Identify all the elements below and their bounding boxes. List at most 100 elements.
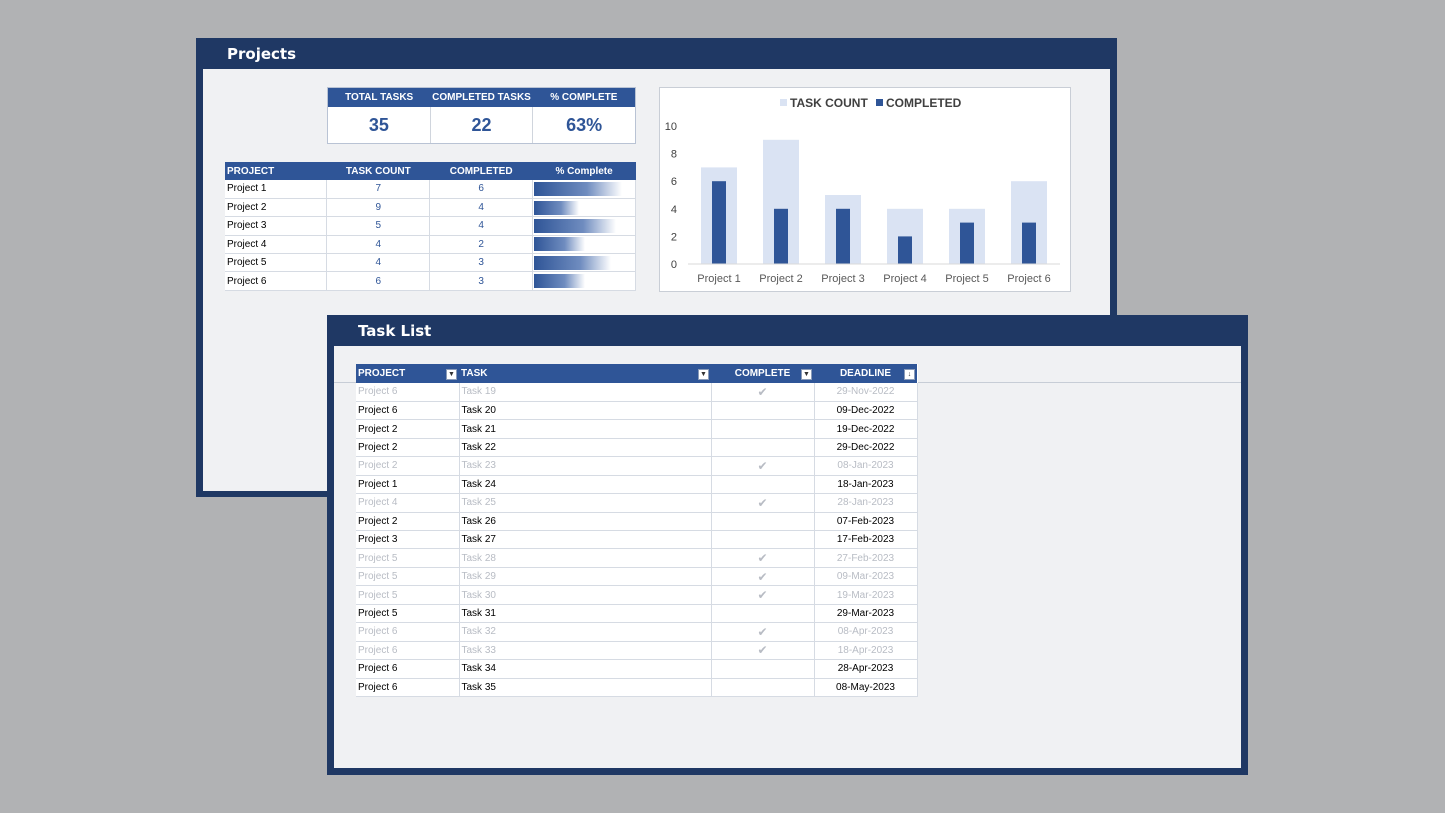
complete-cell[interactable] <box>711 512 815 532</box>
projects-chart[interactable]: TASK COUNT COMPLETED 0 2 4 6 8 10 Project 1 Proje… <box>659 87 1071 292</box>
complete-cell[interactable] <box>711 401 815 421</box>
task-row[interactable]: Project 6 Task 20 09-Dec-2022 <box>356 401 918 421</box>
deadline-cell[interactable]: 09-Dec-2022 <box>814 401 918 421</box>
deadline-cell[interactable]: 19-Mar-2023 <box>814 585 918 605</box>
complete-cell[interactable] <box>711 659 815 679</box>
task-count-cell[interactable]: 6 <box>326 271 431 291</box>
project-name-cell[interactable]: Project 6 <box>225 271 328 291</box>
col-header-project[interactable]: PROJECT <box>225 162 327 180</box>
task-name-cell[interactable]: Task 25 <box>459 493 712 513</box>
task-project-cell[interactable]: Project 3 <box>356 530 460 550</box>
deadline-cell[interactable]: 17-Feb-2023 <box>814 530 918 550</box>
complete-cell[interactable]: ✔ <box>711 548 815 568</box>
task-name-cell[interactable]: Task 22 <box>459 438 712 458</box>
task-name-cell[interactable]: Task 34 <box>459 659 712 679</box>
task-count-cell[interactable]: 5 <box>326 216 431 236</box>
summary-total-value[interactable]: 35 <box>328 107 431 143</box>
task-count-cell[interactable]: 7 <box>326 180 431 199</box>
task-project-cell[interactable]: Project 4 <box>356 493 460 513</box>
task-row[interactable]: Project 2 Task 23 ✔ 08-Jan-2023 <box>356 456 918 476</box>
task-row[interactable]: Project 6 Task 32 ✔ 08-Apr-2023 <box>356 622 918 642</box>
pct-complete-cell[interactable] <box>532 216 636 236</box>
deadline-cell[interactable]: 19-Dec-2022 <box>814 419 918 439</box>
task-row[interactable]: Project 6 Task 33 ✔ 18-Apr-2023 <box>356 641 918 661</box>
summary-pct-value[interactable]: 63% <box>566 115 603 135</box>
complete-cell[interactable] <box>711 530 815 550</box>
deadline-cell[interactable]: 28-Jan-2023 <box>814 493 918 513</box>
complete-cell[interactable]: ✔ <box>711 493 815 513</box>
task-name-cell[interactable]: Task 19 <box>459 383 712 402</box>
complete-cell[interactable]: ✔ <box>711 641 815 661</box>
task-name-cell[interactable]: Task 28 <box>459 548 712 568</box>
deadline-cell[interactable]: 29-Mar-2023 <box>814 604 918 624</box>
task-name-cell[interactable]: Task 32 <box>459 622 712 642</box>
complete-cell[interactable]: ✔ <box>711 456 815 476</box>
complete-cell[interactable]: ✔ <box>711 567 815 587</box>
task-project-cell[interactable]: Project 6 <box>356 641 460 661</box>
deadline-cell[interactable]: 08-May-2023 <box>814 678 918 697</box>
task-name-cell[interactable]: Task 31 <box>459 604 712 624</box>
pct-complete-cell[interactable] <box>532 271 636 291</box>
col-header-pct-complete[interactable]: % Complete <box>532 162 636 180</box>
filter-dropdown-icon[interactable]: ▼ <box>698 369 709 380</box>
task-row[interactable]: Project 5 Task 29 ✔ 09-Mar-2023 <box>356 567 918 587</box>
completed-cell[interactable]: 4 <box>429 198 534 218</box>
task-project-cell[interactable]: Project 1 <box>356 475 460 495</box>
complete-cell[interactable] <box>711 604 815 624</box>
task-project-cell[interactable]: Project 5 <box>356 567 460 587</box>
task-row[interactable]: Project 5 Task 28 ✔ 27-Feb-2023 <box>356 548 918 568</box>
task-row[interactable]: Project 6 Task 19 ✔ 29-Nov-2022 <box>356 383 918 402</box>
task-row[interactable]: Project 2 Task 26 07-Feb-2023 <box>356 512 918 532</box>
task-project-cell[interactable]: Project 2 <box>356 512 460 532</box>
col-header-deadline[interactable]: DEADLINE ↓ <box>814 364 917 383</box>
deadline-cell[interactable]: 27-Feb-2023 <box>814 548 918 568</box>
col-header-complete[interactable]: COMPLETE ▼ <box>711 364 814 383</box>
project-name-cell[interactable]: Project 5 <box>225 253 328 273</box>
sort-filter-icon[interactable]: ↓ <box>904 369 915 380</box>
task-row[interactable]: Project 5 Task 30 ✔ 19-Mar-2023 <box>356 585 918 605</box>
col-header-completed[interactable]: COMPLETED <box>429 162 533 180</box>
deadline-cell[interactable]: 29-Nov-2022 <box>814 383 918 402</box>
project-name-cell[interactable]: Project 1 <box>225 180 328 199</box>
task-name-cell[interactable]: Task 24 <box>459 475 712 495</box>
task-name-cell[interactable]: Task 27 <box>459 530 712 550</box>
pct-complete-cell[interactable] <box>532 253 636 273</box>
filter-dropdown-icon[interactable]: ▼ <box>446 369 457 380</box>
task-project-cell[interactable]: Project 6 <box>356 401 460 421</box>
task-row[interactable]: Project 2 Task 21 19-Dec-2022 <box>356 419 918 439</box>
pct-complete-cell[interactable] <box>532 198 636 218</box>
summary-completed-value[interactable]: 22 <box>431 107 534 143</box>
task-row[interactable]: Project 4 Task 25 ✔ 28-Jan-2023 <box>356 493 918 513</box>
deadline-cell[interactable]: 09-Mar-2023 <box>814 567 918 587</box>
complete-cell[interactable] <box>711 419 815 439</box>
task-project-cell[interactable]: Project 6 <box>356 678 460 697</box>
task-name-cell[interactable]: Task 26 <box>459 512 712 532</box>
task-row[interactable]: Project 5 Task 31 29-Mar-2023 <box>356 604 918 624</box>
task-row[interactable]: Project 1 Task 24 18-Jan-2023 <box>356 475 918 495</box>
task-project-cell[interactable]: Project 2 <box>356 456 460 476</box>
task-project-cell[interactable]: Project 5 <box>356 585 460 605</box>
task-count-cell[interactable]: 4 <box>326 235 431 255</box>
pct-complete-cell[interactable] <box>532 180 636 199</box>
task-project-cell[interactable]: Project 6 <box>356 622 460 642</box>
project-name-cell[interactable]: Project 4 <box>225 235 328 255</box>
task-project-cell[interactable]: Project 6 <box>356 383 460 402</box>
complete-cell[interactable] <box>711 475 815 495</box>
project-name-cell[interactable]: Project 3 <box>225 216 328 236</box>
deadline-cell[interactable]: 07-Feb-2023 <box>814 512 918 532</box>
deadline-cell[interactable]: 08-Apr-2023 <box>814 622 918 642</box>
complete-cell[interactable] <box>711 438 815 458</box>
task-name-cell[interactable]: Task 20 <box>459 401 712 421</box>
deadline-cell[interactable]: 29-Dec-2022 <box>814 438 918 458</box>
completed-cell[interactable]: 6 <box>429 180 534 199</box>
col-header-task-count[interactable]: TASK COUNT <box>326 162 430 180</box>
completed-cell[interactable]: 2 <box>429 235 534 255</box>
task-project-cell[interactable]: Project 6 <box>356 659 460 679</box>
task-project-cell[interactable]: Project 5 <box>356 548 460 568</box>
col-header-project[interactable]: PROJECT ▼ <box>356 364 459 383</box>
